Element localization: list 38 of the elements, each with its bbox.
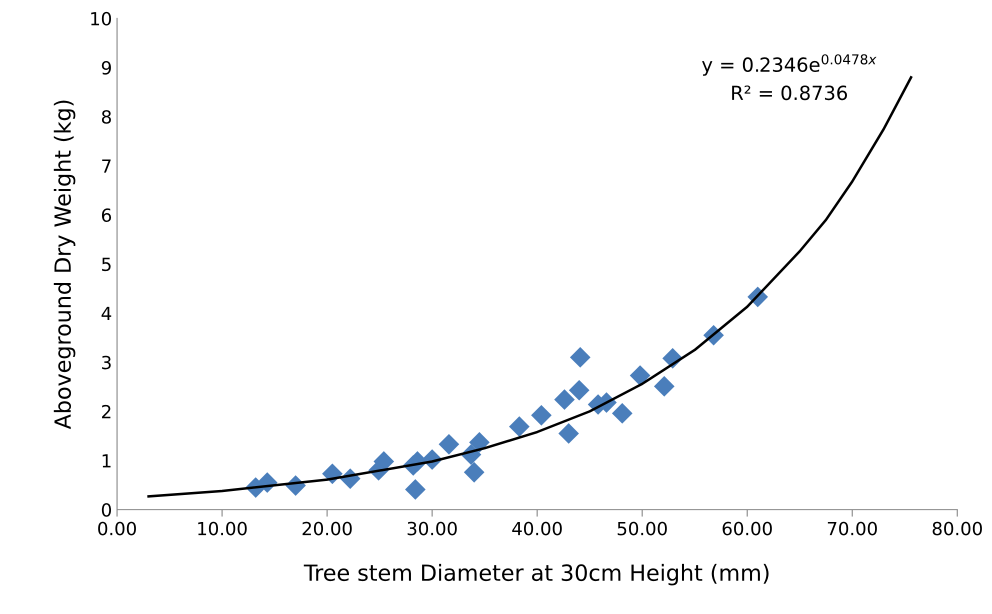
- x-tick-label: 40.00: [512, 522, 562, 536]
- x-tick-label: 50.00: [618, 522, 667, 536]
- x-tick-label: 10.00: [198, 522, 247, 536]
- y-tick-label: 6: [102, 208, 112, 222]
- y-tick-label: 0: [102, 503, 111, 517]
- point: [654, 376, 675, 397]
- point: [405, 479, 426, 500]
- point: [554, 389, 575, 410]
- y-tick-label: 5: [102, 258, 111, 272]
- y-tick-label: 3: [102, 356, 111, 370]
- x-tick-label: 20.00: [302, 522, 352, 536]
- point: [570, 347, 591, 368]
- x-axis-title: Tree stem Diameter at 30cm Height (mm): [304, 564, 769, 586]
- point: [509, 416, 530, 437]
- y-tick-label: 1: [102, 454, 111, 468]
- y-tick-label: 4: [102, 306, 112, 320]
- x-tick-label: 80.00: [932, 522, 982, 536]
- point: [630, 365, 650, 386]
- x-tick-label: 0.00: [98, 522, 136, 536]
- y-axis-title: Aboveground Dry Weight (kg): [54, 100, 76, 430]
- point: [568, 380, 590, 401]
- point: [464, 462, 484, 483]
- x-tick-label: 70.00: [828, 522, 877, 536]
- point: [469, 432, 490, 453]
- annotation: R² = 0.8736: [732, 85, 848, 100]
- line-series: [147, 76, 912, 498]
- point: [612, 403, 633, 424]
- y-tick-label: 7: [102, 159, 111, 173]
- x-tick-label: 60.00: [722, 522, 772, 536]
- annotation: y = 0.2346e$^{0.0478x}$: [702, 54, 877, 76]
- y-tick-label: 9: [102, 61, 111, 75]
- y-tick-label: 10: [91, 12, 111, 26]
- x-tick-label: 30.00: [408, 522, 457, 536]
- point: [438, 434, 460, 455]
- point: [531, 405, 552, 426]
- y-tick-label: 8: [102, 110, 111, 124]
- y-tick-label: 2: [102, 404, 110, 418]
- point: [558, 423, 579, 444]
